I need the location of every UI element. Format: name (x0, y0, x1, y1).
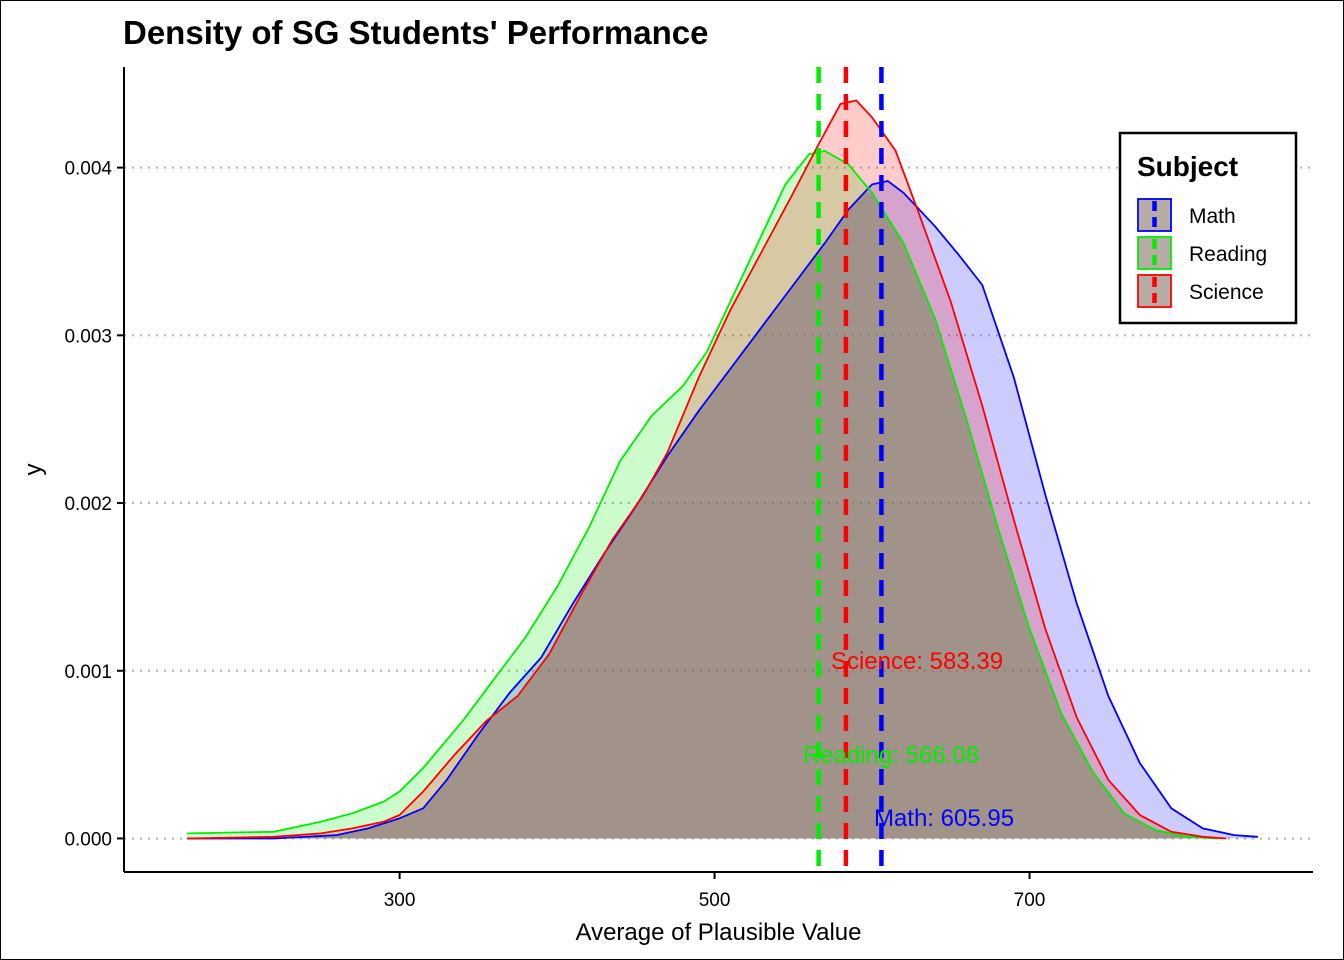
legend-label-math: Math (1189, 205, 1236, 228)
axes (123, 67, 1313, 873)
legend-title: Subject (1137, 151, 1238, 182)
density-area-science (187, 100, 1227, 839)
chart-title: Density of SG Students' Performance (123, 14, 708, 51)
density-areas (186, 100, 1258, 839)
legend-label-science: Science (1189, 281, 1264, 304)
legend-item-math: Math (1137, 198, 1236, 232)
annotation-reading: Reading: 566.08 (803, 742, 979, 769)
x-tick-label: 500 (699, 890, 731, 911)
density-line-math (187, 180, 1258, 840)
density-outlines (186, 99, 1258, 840)
density-area-reading (187, 150, 1219, 839)
x-tick-label: 700 (1014, 890, 1046, 911)
y-tick-label: 0.001 (64, 662, 112, 683)
overlap-shade (186, 192, 1258, 839)
legend-label-reading: Reading (1189, 243, 1267, 266)
shared-density-core (186, 192, 1258, 839)
mean-annotations: Math: 605.95 Reading: 566.08 Science: 583.… (803, 648, 1014, 832)
legend: Subject Math Reading Science (1118, 131, 1298, 325)
density-area-math (187, 181, 1258, 839)
tick-labels: 300 500 700 0.000 0.001 0.002 0.003 0.004 (64, 159, 1045, 911)
y-tick-label: 0.003 (64, 326, 112, 347)
density-line-reading (186, 149, 1219, 840)
annotation-science: Science: 583.39 (831, 648, 1003, 675)
y-axis-label: y (20, 464, 47, 476)
y-tick-label: 0.002 (64, 494, 112, 515)
x-axis-label: Average of Plausible Value (576, 919, 862, 946)
legend-item-reading: Reading (1137, 236, 1267, 270)
density-line-science (186, 99, 1227, 840)
y-tick-label: 0.000 (64, 829, 112, 850)
x-tick-label: 300 (384, 890, 416, 911)
legend-item-science: Science (1137, 274, 1264, 308)
y-tick-label: 0.004 (64, 159, 112, 180)
annotation-math: Math: 605.95 (874, 805, 1014, 832)
